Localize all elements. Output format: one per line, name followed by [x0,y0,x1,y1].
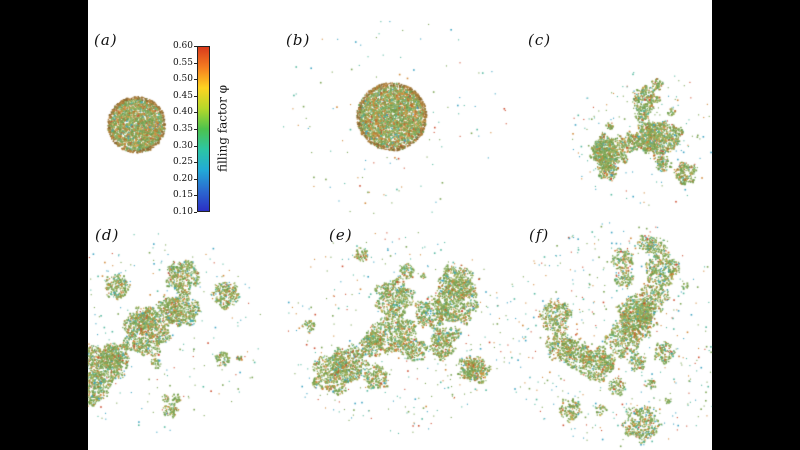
panel-label-c: (c) [528,31,552,49]
colorbar-tick-label: 0.60 [150,42,197,51]
colorbar-ticks: 0.60 0.55 0.50 0.45 0.40 0.35 0.30 0.25 0.20 0.15… [150,42,197,217]
panel-label-a: (a) [94,31,118,49]
colorbar-tick-label: 0.30 [150,141,197,151]
colorbar-tick-label: 0.20 [150,174,197,184]
colorbar-gradient [197,46,210,212]
colorbar-tick-label: 0.15 [150,191,197,200]
panel-label-d: (d) [95,226,120,244]
colorbar-tick-label: 0.10 [150,208,197,217]
colorbar-title: filling factor φ [215,84,230,173]
panel-label-f: (f) [529,226,550,244]
colorbar-tick-label: 0.25 [150,158,197,167]
colorbar-tick-label: 0.45 [150,91,197,101]
colorbar-tick-label: 0.40 [150,108,197,117]
panel-label-e: (e) [329,226,353,244]
colorbar-tick-label: 0.50 [150,75,197,84]
colorbar-tick-label: 0.55 [150,58,197,68]
colorbar-tick-label: 0.35 [150,125,197,134]
panel-label-b: (b) [286,31,311,49]
